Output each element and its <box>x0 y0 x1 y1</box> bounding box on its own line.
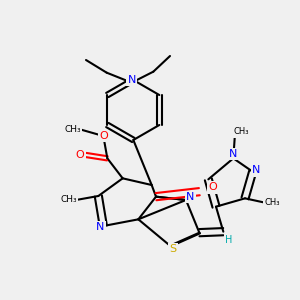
Text: H: H <box>225 235 232 245</box>
Text: O: O <box>76 150 84 160</box>
Text: CH₃: CH₃ <box>233 127 249 136</box>
Text: S: S <box>169 244 177 254</box>
Text: CH₃: CH₃ <box>64 125 81 134</box>
Text: CH₃: CH₃ <box>60 196 77 205</box>
Text: N: N <box>128 75 136 85</box>
Text: O: O <box>208 182 217 192</box>
Text: CH₃: CH₃ <box>265 198 280 207</box>
Text: N: N <box>186 192 195 202</box>
Text: O: O <box>99 131 108 141</box>
Text: N: N <box>229 149 238 159</box>
Text: N: N <box>96 223 104 232</box>
Text: N: N <box>252 165 260 175</box>
